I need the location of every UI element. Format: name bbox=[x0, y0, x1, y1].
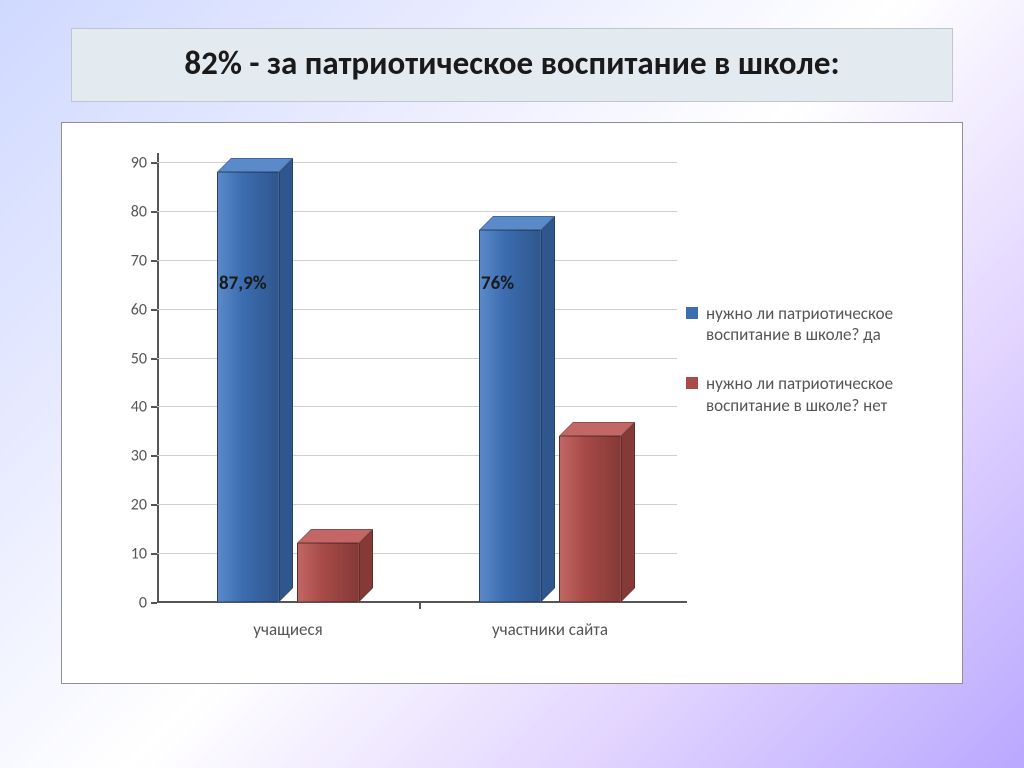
legend-label: нужно ли патриотическое воспитание в шко… bbox=[706, 303, 936, 346]
legend-swatch bbox=[686, 377, 698, 389]
y-tick-label: 70 bbox=[131, 251, 147, 270]
legend-label: нужно ли патриотическое воспитание в шко… bbox=[706, 373, 936, 416]
y-tick bbox=[151, 602, 157, 604]
bar bbox=[559, 436, 621, 602]
y-tick-label: 40 bbox=[131, 398, 147, 417]
chart-container: 0 10 20 30 40 50 60 70 80 90 87,9% учащиеся 76% участ… bbox=[61, 122, 963, 684]
y-tick-label: 60 bbox=[131, 300, 147, 319]
y-tick bbox=[151, 309, 157, 311]
y-tick bbox=[151, 553, 157, 555]
y-tick-label: 10 bbox=[131, 545, 147, 564]
y-axis bbox=[157, 153, 159, 603]
category-label: участники сайта bbox=[459, 619, 641, 640]
y-tick bbox=[151, 455, 157, 457]
title-panel: 82% - за патриотическое воспитание в шко… bbox=[71, 28, 953, 102]
y-tick bbox=[151, 358, 157, 360]
category-label: учащиеся bbox=[197, 619, 379, 640]
legend-item: нужно ли патриотическое воспитание в шко… bbox=[686, 303, 936, 346]
y-tick bbox=[151, 211, 157, 213]
y-tick bbox=[151, 260, 157, 262]
y-tick-label: 0 bbox=[139, 593, 147, 612]
x-tick bbox=[419, 603, 421, 609]
data-label: 76% bbox=[481, 272, 514, 295]
legend: нужно ли патриотическое воспитание в шко… bbox=[686, 303, 936, 444]
page-title: 82% - за патриотическое воспитание в шко… bbox=[82, 45, 942, 83]
y-tick-label: 80 bbox=[131, 202, 147, 221]
y-tick bbox=[151, 162, 157, 164]
y-tick-label: 20 bbox=[131, 496, 147, 515]
bar bbox=[297, 543, 359, 602]
y-tick-label: 50 bbox=[131, 349, 147, 368]
y-tick-label: 90 bbox=[131, 153, 147, 172]
legend-item: нужно ли патриотическое воспитание в шко… bbox=[686, 373, 936, 416]
bar bbox=[217, 172, 279, 602]
legend-swatch bbox=[686, 307, 698, 319]
y-tick bbox=[151, 406, 157, 408]
data-label: 87,9% bbox=[219, 272, 267, 295]
y-tick-label: 30 bbox=[131, 447, 147, 466]
plot-area: 010203040506070809087,9%учащиеся76%участ… bbox=[157, 163, 677, 603]
y-tick bbox=[151, 504, 157, 506]
